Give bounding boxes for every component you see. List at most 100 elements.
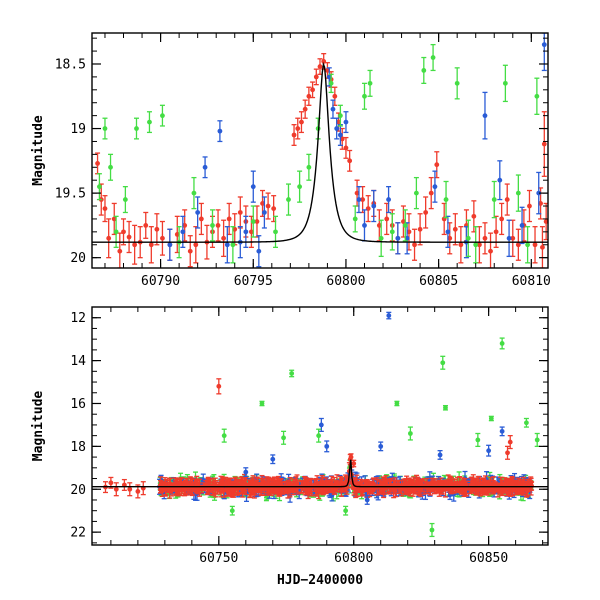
data-point-red [384,202,390,236]
data-point-red [121,218,127,246]
data-point-red [102,195,108,223]
data-point-green [337,104,343,127]
y-axis-label: Magnitude [31,115,46,186]
data-point-green [389,213,395,251]
y-tick-label: 14 [70,354,86,369]
data-point-red [174,215,180,254]
data-point-red [543,202,548,241]
y-tick-label: 16 [70,397,86,412]
data-point-green [407,426,413,441]
data-point-blue [202,156,208,179]
top-panel: 60790 60795 60800 60805 60810 18.5 19 19.5 20 Mag… [31,32,551,289]
data-point-green [430,43,436,72]
data-point-red [265,192,271,220]
data-point-red [113,482,119,497]
data-point-green [229,505,235,516]
x-tick-label: 60800 [334,551,373,566]
data-point-red [221,219,227,258]
plot-area [92,33,548,268]
data-point-red [367,480,373,498]
model-curve [92,459,548,488]
data-point-blue [395,222,401,255]
x-tick-label: 60800 [326,274,365,289]
data-point-red [140,481,146,496]
data-point-red [532,226,538,264]
data-point-red [229,481,235,498]
data-point-red [376,209,382,242]
data-point-green [502,64,508,103]
data-point-green [250,205,256,238]
data-point-red [283,484,289,495]
data-point-red [482,222,488,255]
data-point-green [133,117,139,140]
x-tick-label: 60795 [234,274,273,289]
data-point-red [313,68,319,86]
model-curve [92,61,548,243]
data-point-green [499,337,505,350]
data-point-green [343,505,349,516]
data-point-red [126,220,132,254]
data-point-red [259,474,265,494]
data-point-green [221,428,227,443]
data-point-blue [536,171,542,215]
data-point-green [159,104,165,127]
data-point-red [301,476,307,491]
data-point-blue [506,219,512,258]
data-point-green [465,219,471,258]
data-point-green [281,430,287,445]
data-point-red [215,209,221,242]
data-point-green [413,176,419,210]
data-point-red [347,149,353,172]
data-point-red [127,482,133,497]
data-point-blue [486,444,492,457]
data-point-red [477,481,483,497]
data-point-green [440,355,446,370]
data-point-blue [519,206,525,245]
data-point-green [442,404,448,411]
data-point-red [212,477,218,491]
data-point-blue [356,186,362,214]
x-tick-label: 60805 [419,274,458,289]
data-point-green [523,417,529,428]
data-point-red [412,228,418,261]
data-point-red [505,445,511,460]
data-point-blue [364,495,370,505]
data-point-blue [324,440,330,453]
data-point-red [458,226,464,264]
data-point-green [102,117,108,140]
data-point-red [302,99,308,119]
data-point-red [143,211,149,239]
data-point-blue [323,33,329,34]
data-point-red [499,202,505,236]
data-point-red [406,213,412,251]
data-point-green [491,180,497,219]
y-axis-label: Magnitude [31,391,46,462]
data-point-blue [371,189,377,223]
y-tick-label: 18 [70,440,86,455]
data-point-red [526,189,532,223]
data-point-blue [386,311,392,320]
y-tick-label: 22 [70,526,86,541]
data-point-red [132,224,138,265]
data-point-red [154,213,160,246]
data-point-red [539,226,545,268]
y-tick-label: 20 [70,483,86,498]
data-point-green [352,205,358,233]
data-point-blue [243,467,249,478]
x-tick-label: 60790 [141,274,180,289]
data-point-red [198,202,204,236]
data-point-blue [217,120,223,143]
data-point-red [417,213,423,246]
data-point-red [509,476,515,492]
y-tick-label: 12 [70,311,86,326]
data-point-green [488,415,494,422]
data-point-red [515,228,521,261]
data-point-red [254,480,260,490]
data-point-red [148,226,154,264]
data-point-green [378,219,384,258]
data-point-blue [330,99,336,119]
data-point-green [96,173,102,201]
data-point-red [541,111,547,177]
data-point-green [443,180,449,219]
data-point-red [182,209,188,242]
